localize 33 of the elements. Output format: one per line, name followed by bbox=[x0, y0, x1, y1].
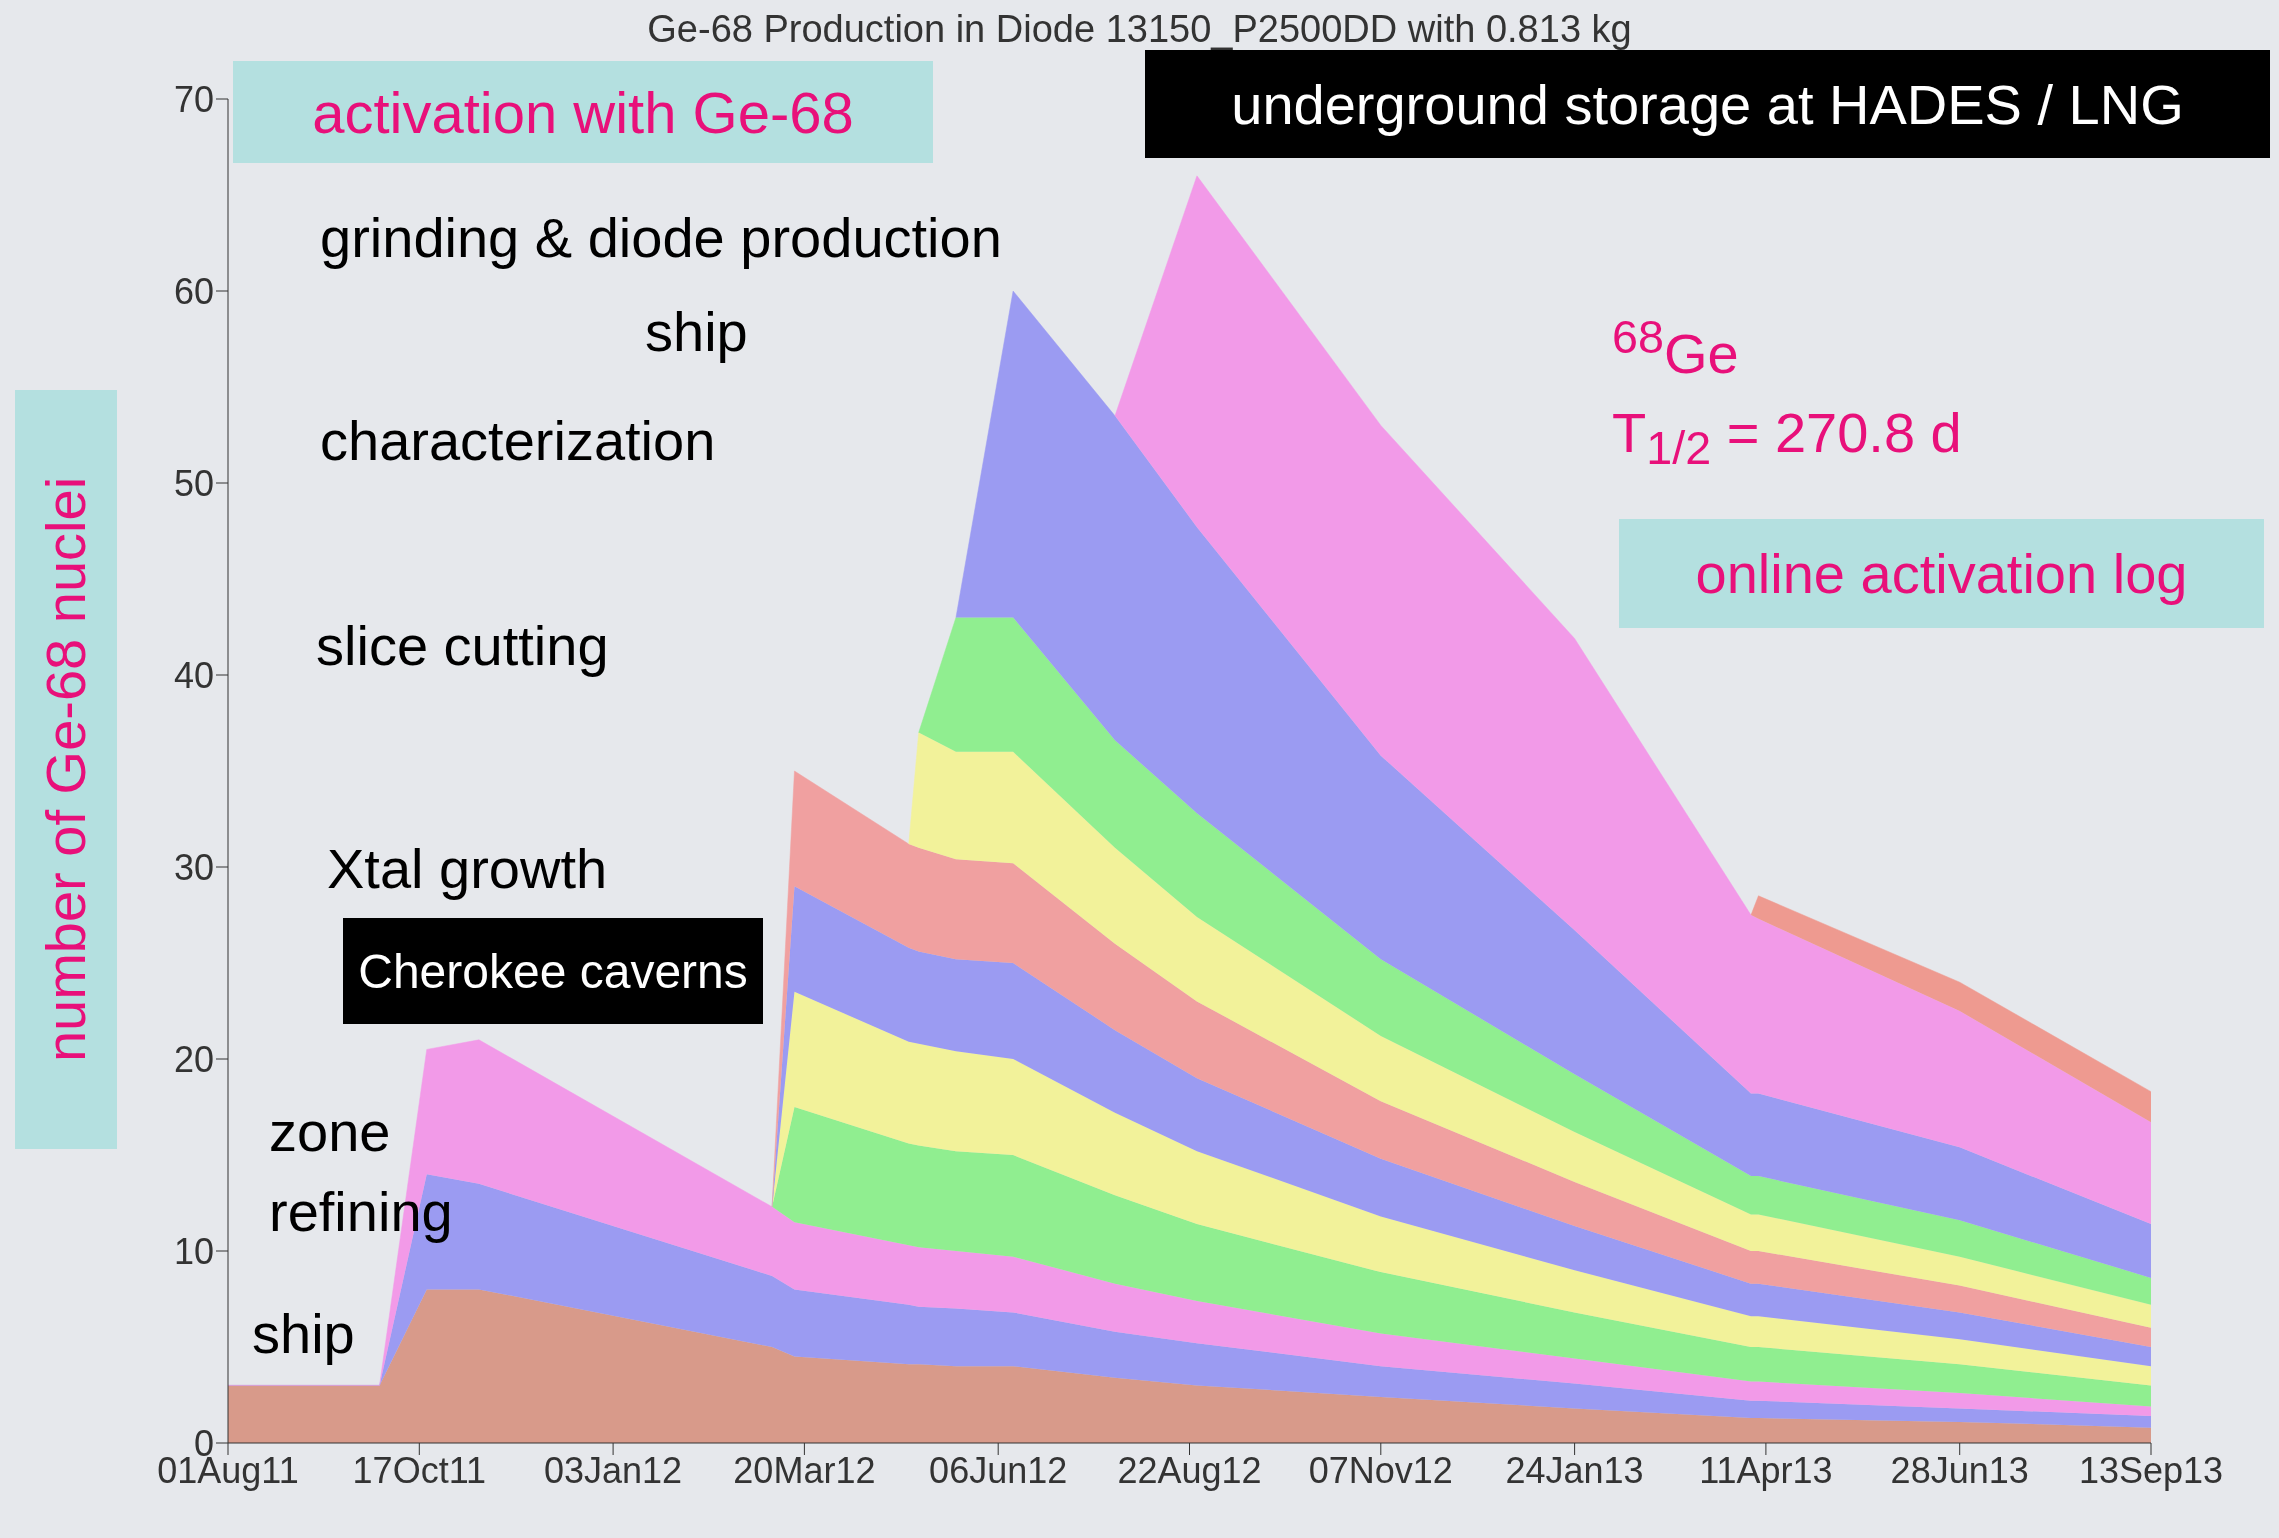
annotation: Xtal growth bbox=[327, 835, 608, 901]
x-tick-label: 20Mar12 bbox=[733, 1449, 876, 1491]
x-tick-label: 17Oct11 bbox=[352, 1449, 487, 1491]
chart-title: Ge-68 Production in Diode 13150_P2500DD with 0.813 kg bbox=[646, 8, 1633, 51]
annotation: slice cutting bbox=[316, 612, 609, 678]
annotation: T$_{1/2}$ = 270.8 d bbox=[1612, 400, 1962, 476]
x-tick-label: 22Aug12 bbox=[1117, 1449, 1262, 1491]
annotation: $^{68}$Ge bbox=[1612, 310, 1739, 386]
y-tick-label: 40 bbox=[173, 654, 214, 696]
annotation: activation with Ge-68 bbox=[312, 78, 854, 146]
x-tick-label: 24Jan13 bbox=[1505, 1449, 1644, 1491]
annotation: refining bbox=[269, 1178, 453, 1244]
y-tick-label: 50 bbox=[173, 462, 214, 504]
annotation: ship bbox=[252, 1300, 355, 1366]
y-axis-title: number of Ge-68 nuclei bbox=[33, 476, 99, 1063]
x-tick-label: 06Jun12 bbox=[929, 1449, 1068, 1491]
annotation: ship bbox=[645, 298, 748, 364]
x-tick-label: 13Sep13 bbox=[2078, 1449, 2224, 1491]
x-tick-label: 07Nov12 bbox=[1308, 1449, 1453, 1491]
annotation: zone bbox=[269, 1098, 391, 1164]
x-tick-label: 28Jun13 bbox=[1890, 1449, 2029, 1491]
y-tick-label: 70 bbox=[173, 78, 214, 120]
annotation: characterization bbox=[320, 407, 716, 473]
y-tick-label: 30 bbox=[173, 846, 214, 888]
y-tick-label: 60 bbox=[173, 270, 214, 312]
annotation: underground storage at HADES / LNG bbox=[1231, 71, 2184, 137]
annotation: online activation log bbox=[1695, 541, 2188, 606]
x-tick-label: 11Apr13 bbox=[1699, 1449, 1833, 1491]
annotation: Cherokee caverns bbox=[358, 943, 748, 999]
annotation: grinding & diode production bbox=[320, 204, 1002, 270]
y-tick-label: 10 bbox=[173, 1230, 214, 1272]
x-tick-label: 03Jan12 bbox=[544, 1449, 683, 1491]
y-tick-label: 20 bbox=[173, 1038, 214, 1080]
